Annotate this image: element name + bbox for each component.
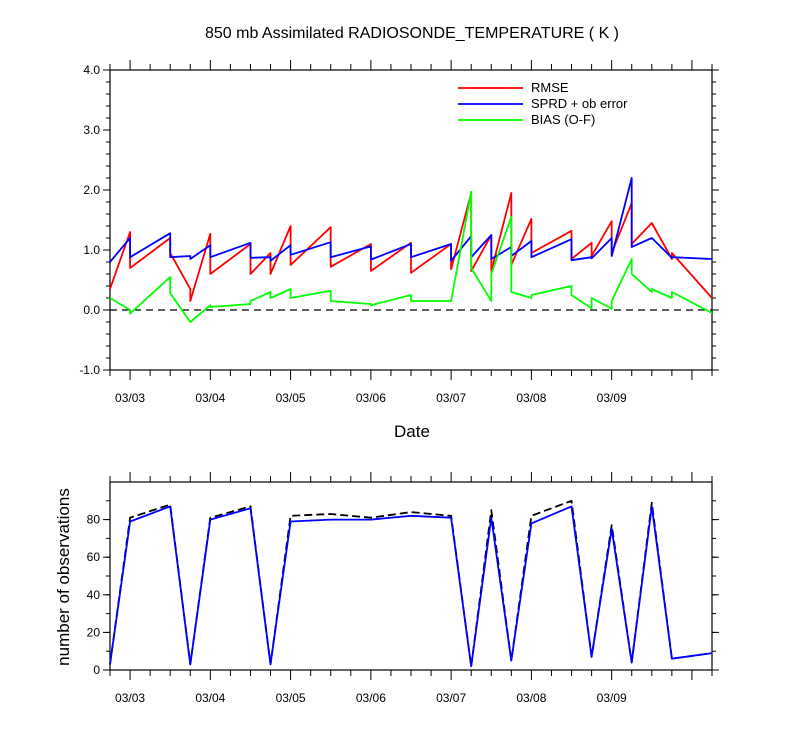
y-tick-label: 0 (93, 663, 100, 677)
x-tick-label: 03/08 (516, 391, 546, 405)
x-tick-label: 03/07 (436, 391, 466, 405)
series-line-bias-o-f (109, 190, 713, 323)
x-tick-label: 03/05 (276, 691, 306, 705)
x-tick-label: 03/04 (195, 691, 225, 705)
y-tick-label: -1.0 (79, 363, 100, 377)
legend-label: BIAS (O-F) (531, 112, 595, 127)
y-tick-label: 1.0 (83, 243, 100, 257)
x-tick-label: 03/09 (597, 391, 627, 405)
bottom-chart: 0 20 40 60 80 03/03 03/04 03/05 03/06 03/07 03/08 0… (87, 472, 719, 705)
x-tick-label: 03/08 (516, 691, 546, 705)
x-tick-label: 03/06 (356, 391, 386, 405)
y-tick-label: 0.0 (83, 303, 100, 317)
x-tick-label: 03/05 (276, 391, 306, 405)
y-tick-label: 60 (87, 550, 101, 564)
x-tick-label: 03/06 (356, 691, 386, 705)
series-line-assimilated-observations (109, 505, 713, 668)
series-line-sprd-ob-error (109, 177, 713, 263)
chart-title: 850 mb Assimilated RADIOSONDE_TEMPERATUR… (205, 25, 619, 42)
y-tick-label: 40 (87, 588, 101, 602)
y-tick-label: 20 (87, 625, 101, 639)
x-tick-label: 03/03 (115, 391, 145, 405)
series-line-possible-observations (109, 499, 713, 668)
x-tick-label: 03/07 (436, 691, 466, 705)
plot-frame (109, 481, 713, 671)
y-axis-label: number of observations (54, 488, 73, 666)
top-chart: -1.0 0.0 1.0 2.0 3.0 4.0 03/03 03/04 03/05 03/06 0… (79, 60, 719, 405)
y-tick-label: 80 (87, 513, 101, 527)
x-axis-label: Date (394, 422, 430, 441)
x-tick-label: 03/03 (115, 691, 145, 705)
y-tick-label: 2.0 (83, 183, 100, 197)
legend-label: RMSE (531, 80, 569, 95)
y-tick-label: 4.0 (83, 63, 100, 77)
x-tick-label: 03/09 (597, 691, 627, 705)
legend-label: SPRD + ob error (531, 96, 628, 111)
x-tick-label: 03/04 (195, 391, 225, 405)
y-tick-label: 3.0 (83, 123, 100, 137)
